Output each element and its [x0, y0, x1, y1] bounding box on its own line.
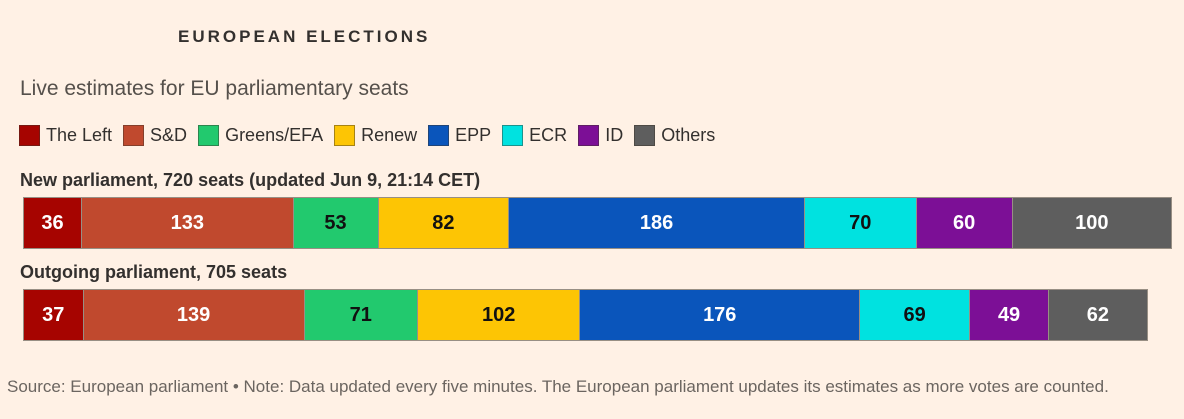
bar-row-0: New parliament, 720 seats (updated Jun 9…: [0, 169, 1172, 249]
bar-segment-id: 49: [969, 290, 1048, 340]
kicker-title: EUROPEAN ELECTIONS: [178, 27, 431, 46]
bar-value-label: 139: [176, 304, 211, 326]
bar-segment-others: 100: [1011, 198, 1171, 248]
legend-label: Others: [661, 125, 716, 145]
source-note: Source: European parliament • Note: Data…: [7, 377, 1109, 396]
bar-value-label: 36: [41, 212, 64, 234]
bar-segment-id: 60: [915, 198, 1012, 248]
bar-value-label: 82: [432, 212, 455, 234]
bar-segment-greens-efa: 53: [292, 198, 378, 248]
legend-item-ecr: ECR: [502, 125, 567, 146]
legend: The Left S&D Greens/EFA Renew EPP ECR ID Others: [19, 125, 715, 146]
legend-swatch-others: [634, 125, 656, 146]
bar-value-label: 53: [324, 212, 347, 234]
legend-item-the-left: The Left: [19, 125, 112, 146]
bar-segment-greens-efa: 71: [303, 290, 417, 340]
legend-swatch-greens-efa: [198, 125, 220, 146]
bar-value-label: 60: [953, 212, 976, 234]
bar-segment-s-d: 139: [82, 290, 304, 340]
stacked-bar-0: 36 133 53 82 186 70 60 100: [23, 197, 1172, 249]
bar-segment-the-left: 37: [24, 290, 83, 340]
bar-segment-renew: 102: [416, 290, 580, 340]
bar-segment-others: 62: [1047, 290, 1147, 340]
stacked-bar-1: 37 139 71 102 176 69 49 62: [23, 289, 1148, 341]
legend-label: Greens/EFA: [225, 125, 324, 145]
bar-value-label: 100: [1075, 212, 1109, 234]
legend-swatch-id: [578, 125, 600, 146]
bar-row-label: New parliament, 720 seats (updated Jun 9…: [20, 170, 481, 190]
bar-segment-renew: 82: [377, 198, 509, 248]
bar-segment-the-left: 36: [24, 198, 81, 248]
bar-value-label: 49: [997, 304, 1021, 326]
legend-swatch-s-d: [123, 125, 145, 146]
legend-label: EPP: [455, 125, 492, 145]
bar-segment-s-d: 133: [81, 198, 293, 248]
legend-item-epp: EPP: [428, 125, 491, 146]
bar-value-label: 69: [903, 304, 926, 326]
chart-subtitle: Live estimates for EU parliamentary seat…: [20, 77, 409, 100]
legend-swatch-epp: [428, 125, 450, 146]
legend-label: ECR: [529, 125, 568, 145]
bar-value-label: 62: [1086, 304, 1110, 326]
legend-item-greens-efa: Greens/EFA: [198, 125, 323, 146]
bar-value-label: 133: [170, 212, 204, 234]
legend-label: The Left: [46, 125, 113, 145]
bar-value-label: 71: [349, 304, 372, 326]
legend-item-others: Others: [634, 125, 715, 146]
bar-row-1: Outgoing parliament, 705 seats 37 139 71 102…: [0, 261, 1148, 341]
bar-value-label: 70: [849, 212, 872, 234]
legend-item-id: ID: [578, 125, 623, 146]
bar-value-label: 102: [482, 304, 516, 326]
legend-swatch-renew: [334, 125, 356, 146]
bar-segment-epp: 176: [579, 290, 860, 340]
legend-label: S&D: [150, 125, 188, 145]
bar-value-label: 37: [42, 304, 65, 326]
legend-swatch-the-left: [19, 125, 40, 146]
legend-label: ID: [605, 125, 624, 145]
bar-segment-ecr: 70: [803, 198, 916, 248]
bar-segment-ecr: 69: [859, 290, 970, 340]
bar-value-label: 186: [639, 212, 674, 234]
legend-item-renew: Renew: [334, 125, 417, 146]
legend-swatch-ecr: [502, 125, 524, 146]
bar-row-label: Outgoing parliament, 705 seats: [20, 262, 288, 282]
legend-label: Renew: [361, 125, 418, 145]
bar-segment-epp: 186: [508, 198, 804, 248]
bar-value-label: 176: [703, 304, 737, 326]
legend-item-s-d: S&D: [123, 125, 187, 146]
